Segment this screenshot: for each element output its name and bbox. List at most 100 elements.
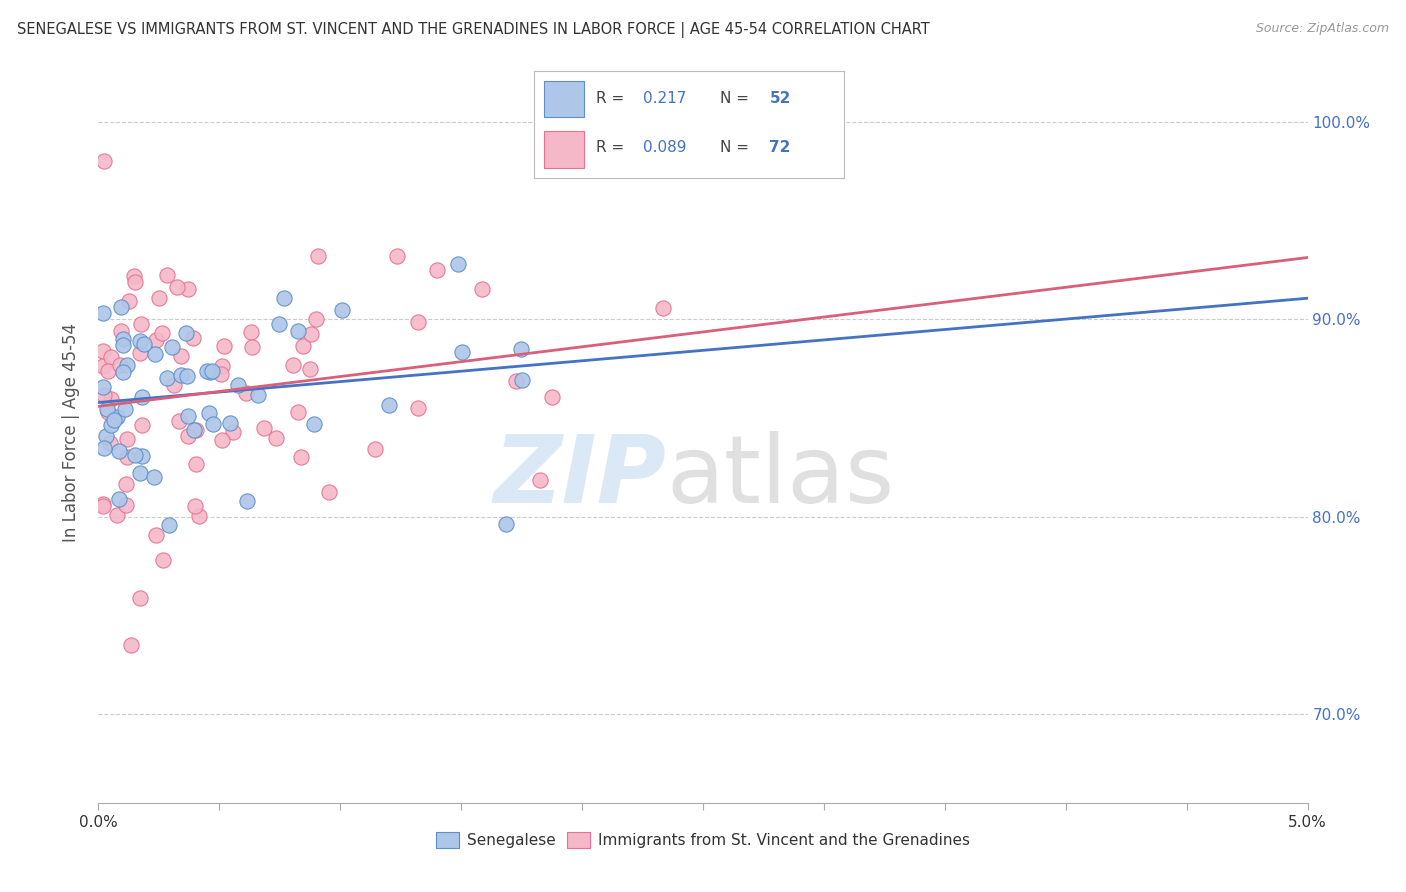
Point	[122, 269, 145, 284]
Point	[198, 406, 221, 420]
Point	[124, 275, 146, 289]
Point	[201, 417, 224, 431]
Text: SENEGALESE VS IMMIGRANTS FROM ST. VINCENT AND THE GRENADINES IN LABOR FORCE | AG: SENEGALESE VS IMMIGRANTS FROM ST. VINCEN…	[17, 22, 929, 38]
Point	[292, 339, 315, 353]
Point	[115, 450, 138, 464]
Point	[117, 432, 139, 446]
Point	[218, 417, 240, 431]
Point	[163, 378, 186, 392]
Point	[169, 414, 191, 428]
Point	[195, 364, 218, 378]
FancyBboxPatch shape	[544, 131, 583, 168]
Point	[131, 390, 153, 404]
Point	[385, 249, 408, 263]
Point	[111, 332, 134, 346]
Point	[115, 476, 138, 491]
Point	[156, 268, 179, 282]
Point	[118, 293, 141, 308]
Y-axis label: In Labor Force | Age 45-54: In Labor Force | Age 45-54	[62, 323, 80, 542]
Point	[177, 429, 200, 443]
Point	[176, 368, 198, 383]
Point	[186, 457, 208, 471]
Point	[91, 343, 114, 358]
Point	[406, 315, 429, 329]
Point	[236, 494, 259, 508]
Point	[364, 442, 387, 456]
Point	[451, 344, 474, 359]
Point	[184, 499, 207, 513]
Point	[235, 385, 257, 400]
Point	[170, 349, 193, 363]
Point	[110, 300, 132, 314]
Point	[318, 484, 340, 499]
Point	[177, 283, 200, 297]
Point	[264, 431, 287, 445]
Point	[91, 306, 114, 320]
Point	[226, 377, 249, 392]
Point	[212, 338, 235, 352]
Point	[131, 417, 153, 432]
Point	[103, 413, 125, 427]
Point	[330, 303, 353, 318]
Point	[114, 402, 136, 417]
Point	[267, 317, 290, 331]
Point	[131, 449, 153, 463]
Point	[540, 390, 562, 404]
Point	[505, 374, 527, 388]
Point	[198, 365, 221, 379]
Point	[129, 317, 152, 331]
Point	[170, 368, 193, 382]
Point	[447, 257, 470, 271]
Point	[307, 249, 329, 263]
Point	[148, 291, 170, 305]
Point	[287, 324, 309, 338]
Point	[94, 429, 117, 443]
Point	[105, 410, 128, 425]
Point	[93, 441, 115, 455]
Point	[108, 492, 131, 507]
Point	[174, 326, 197, 340]
Text: atlas: atlas	[666, 431, 896, 523]
Point	[209, 367, 232, 381]
Point	[222, 425, 245, 440]
Text: N =: N =	[720, 140, 754, 155]
Point	[97, 405, 120, 419]
Point	[253, 420, 276, 434]
Point	[100, 350, 122, 364]
Point	[124, 448, 146, 462]
Point	[117, 358, 139, 372]
Point	[129, 466, 152, 480]
FancyBboxPatch shape	[544, 81, 583, 118]
Point	[290, 450, 312, 464]
Point	[105, 508, 128, 522]
Point	[246, 388, 269, 402]
Point	[184, 423, 207, 437]
Point	[91, 497, 114, 511]
Point	[177, 409, 200, 424]
Point	[426, 263, 449, 277]
Text: R =: R =	[596, 140, 630, 155]
Point	[112, 365, 135, 379]
Point	[100, 418, 122, 433]
Point	[183, 423, 205, 437]
Point	[652, 301, 675, 315]
Point	[211, 359, 233, 373]
Point	[298, 362, 321, 376]
Point	[157, 518, 180, 533]
Point	[98, 435, 121, 450]
Point	[509, 343, 531, 357]
Point	[91, 359, 114, 373]
Point	[132, 337, 155, 351]
Point	[156, 371, 179, 385]
Text: 0.089: 0.089	[643, 140, 686, 155]
Point	[129, 334, 152, 348]
Point	[181, 331, 204, 345]
Text: R =: R =	[596, 91, 630, 106]
Point	[142, 470, 165, 484]
Point	[287, 405, 309, 419]
Point	[510, 373, 533, 387]
Text: ZIP: ZIP	[494, 431, 666, 523]
Point	[145, 528, 167, 542]
Point	[240, 340, 263, 354]
Point	[100, 392, 122, 406]
